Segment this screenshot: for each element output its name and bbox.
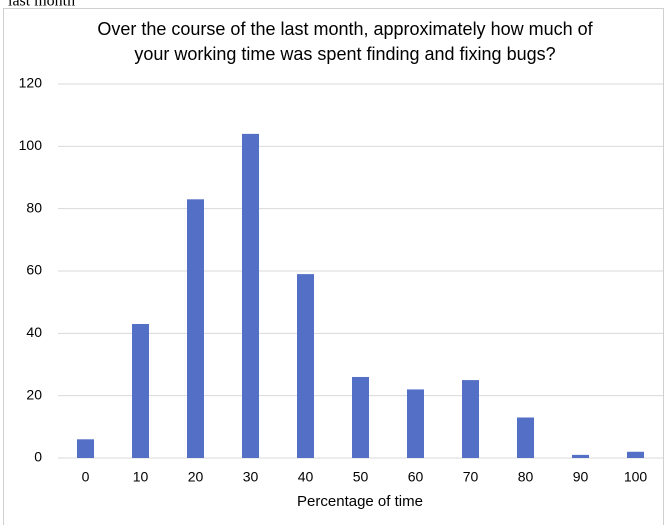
x-tick-label: 20 [188, 469, 204, 485]
bar [352, 376, 369, 458]
x-tick-label: 70 [463, 469, 479, 485]
y-tick-label: 80 [26, 199, 42, 215]
x-axis-title: Percentage of time [297, 493, 423, 510]
x-tick-label: 80 [518, 469, 534, 485]
bar [517, 417, 534, 458]
bar [242, 133, 259, 458]
bar [77, 439, 94, 458]
x-tick-label: 90 [573, 469, 589, 485]
x-tick-label: 40 [298, 469, 314, 485]
chart-title: your working time was spent finding and … [134, 44, 555, 64]
bar [627, 451, 644, 458]
bar [187, 199, 204, 459]
chart-title: Over the course of the last month, appro… [97, 19, 593, 39]
clipped-caption: last month [8, 0, 75, 10]
y-tick-label: 60 [26, 262, 42, 278]
chart-border [3, 8, 664, 525]
bar [407, 389, 424, 458]
y-tick-label: 120 [19, 75, 43, 91]
x-tick-label: 30 [243, 469, 259, 485]
x-tick-label: 50 [353, 469, 369, 485]
bar [297, 274, 314, 458]
bar [132, 323, 149, 458]
bar [572, 454, 589, 458]
bar [462, 380, 479, 458]
x-tick-label: 0 [82, 469, 90, 485]
y-tick-label: 100 [19, 137, 43, 153]
x-tick-label: 60 [408, 469, 424, 485]
x-tick-label: 10 [133, 469, 149, 485]
x-tick-label: 100 [624, 469, 648, 485]
y-tick-label: 20 [26, 386, 42, 402]
y-tick-label: 0 [34, 449, 42, 465]
y-tick-label: 40 [26, 324, 42, 340]
